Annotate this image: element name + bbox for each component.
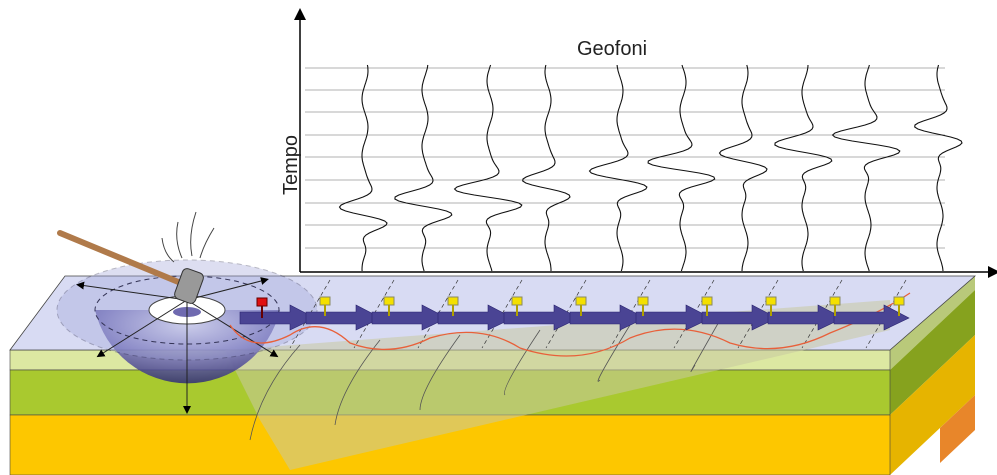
refraction-wedge (225, 300, 890, 470)
geophone (511, 296, 523, 306)
dashed-guide (289, 279, 331, 349)
side-layer (940, 395, 975, 463)
geophone (637, 296, 649, 306)
dashed-guide (417, 279, 459, 349)
wavefront (690, 319, 721, 372)
trace (774, 64, 833, 272)
geophone (383, 296, 395, 306)
trace (394, 64, 453, 272)
wave-arrow (305, 304, 382, 331)
geophone (765, 296, 777, 306)
dashed-guide (545, 279, 587, 349)
wavefront (504, 329, 541, 396)
wave-arrow (635, 304, 712, 331)
geophone-line (229, 279, 911, 357)
hammer-handle (57, 230, 191, 289)
dashed-guide (737, 279, 779, 349)
wave-arrow (371, 304, 448, 331)
hammer-head (174, 268, 204, 304)
dashed-guide (481, 279, 523, 349)
ray (96, 299, 188, 358)
wave-ring (94, 275, 280, 345)
trace (338, 64, 388, 272)
wavefront (249, 344, 301, 441)
ray (76, 281, 188, 301)
geophone (447, 296, 459, 306)
wave-arrow (503, 304, 580, 331)
trace (453, 64, 523, 272)
refraction-path (229, 292, 911, 357)
geophone (829, 296, 841, 306)
title: Geofoni (577, 38, 647, 60)
geophone (893, 296, 905, 306)
dashed-guide (609, 279, 651, 349)
wave-arrow (701, 304, 778, 331)
wavefront (597, 324, 631, 382)
dashed-guide (801, 279, 843, 349)
geophone (575, 296, 587, 306)
dashed-guide (673, 279, 715, 349)
geophone (701, 296, 713, 306)
side-layer (890, 335, 975, 475)
wavefront (334, 339, 381, 426)
side-layer (890, 276, 975, 370)
trace (522, 64, 571, 271)
trace (718, 64, 768, 272)
ray (186, 277, 269, 301)
trace (831, 64, 901, 272)
wave-arrow (437, 304, 514, 331)
impact-marks (161, 211, 215, 263)
wavefronts (249, 319, 721, 441)
trace (588, 64, 648, 272)
wave-arrow (239, 304, 316, 331)
y-axis-label: Tempo (280, 135, 302, 195)
seismic-traces (338, 64, 963, 272)
trace (914, 64, 963, 272)
dashed-guide (865, 279, 907, 349)
dashed-guide (353, 279, 395, 349)
wave-arrow (569, 304, 646, 331)
wave-arrow (767, 304, 844, 331)
trace (647, 64, 716, 272)
side-layer (890, 290, 975, 415)
wave-arrow (833, 304, 910, 331)
trigger-geophone (256, 297, 268, 307)
geophone (319, 296, 331, 306)
wavefront (419, 334, 461, 411)
